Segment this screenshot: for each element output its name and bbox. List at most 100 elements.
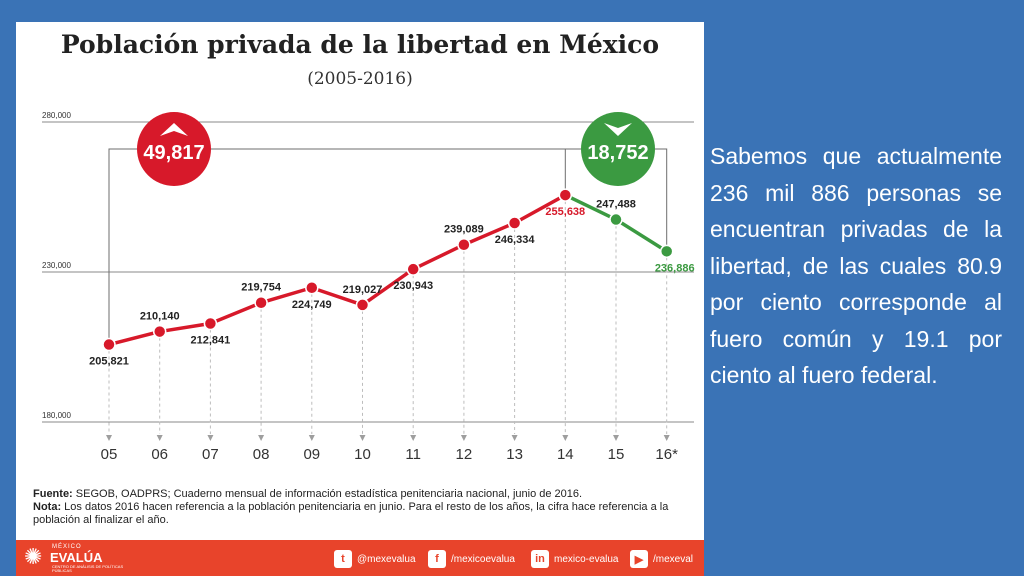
data-point <box>152 324 167 339</box>
tick-marker <box>663 435 670 441</box>
facebook-handle: /mexicoevalua <box>451 553 515 565</box>
tick-marker <box>511 435 518 441</box>
data-point <box>558 188 573 202</box>
x-tick-label: 07 <box>202 446 219 463</box>
note-text: Los datos 2016 hacen referencia a la pob… <box>33 501 669 526</box>
twitter-icon: t <box>334 550 352 568</box>
x-tick-label: 14 <box>557 446 574 463</box>
data-point <box>102 337 116 352</box>
series-segment <box>107 329 162 347</box>
flower-icon: ✺ <box>24 545 43 570</box>
line-chart: 180,000 230,000 280,000 205,821 210,140 212,8… <box>42 111 695 463</box>
x-tick-label: 06 <box>151 446 168 463</box>
series-segment <box>512 193 568 225</box>
y-tick-label: 230,000 <box>42 261 71 270</box>
facebook-icon: f <box>428 550 446 568</box>
logo-name: EVALÚA <box>50 550 103 565</box>
data-point <box>203 316 218 331</box>
facebook-link[interactable]: f /mexicoevalua <box>428 550 515 568</box>
note-line: Nota: Los datos 2016 hacen referencia a … <box>33 501 693 527</box>
data-point <box>355 298 370 312</box>
series-segment <box>208 300 263 326</box>
tick-marker <box>308 435 315 441</box>
tick-marker <box>359 435 366 441</box>
x-tick-label: 05 <box>101 446 118 463</box>
source-text: SEGOB, OADPRS; Cuaderno mensual de infor… <box>72 488 583 500</box>
linkedin-icon: in <box>531 550 549 568</box>
note-label: Nota: <box>33 501 62 513</box>
source-note: Fuente: SEGOB, OADPRS; Cuaderno mensual … <box>33 488 693 527</box>
data-label: 246,334 <box>495 234 536 246</box>
x-tick-label: 15 <box>608 446 625 463</box>
data-label: 239,089 <box>444 224 484 236</box>
data-label: 205,821 <box>89 356 129 368</box>
series-segment <box>157 321 213 334</box>
chart-title: Población privada de la libertad en Méxi… <box>60 30 660 59</box>
data-label: 224,749 <box>292 299 332 311</box>
series-segment <box>411 242 466 271</box>
chart-subtitle: (2005-2016) <box>307 69 413 89</box>
increase-bracket <box>108 148 566 345</box>
data-point <box>609 212 623 227</box>
footer-bar: ✺ MÉXICO EVALÚA CENTRO DE ANÁLISIS DE PO… <box>16 540 704 576</box>
x-tick-label: 11 <box>405 446 421 463</box>
series-segment <box>563 193 618 222</box>
badge-circle <box>137 112 211 186</box>
mexico-evalua-logo: ✺ MÉXICO EVALÚA CENTRO DE ANÁLISIS DE PO… <box>24 544 134 574</box>
data-label: 247,488 <box>596 199 636 211</box>
data-point <box>507 216 522 230</box>
arrow-down-icon <box>604 123 632 136</box>
increase-badge: 49,817 <box>137 112 211 186</box>
series-segment <box>462 221 517 247</box>
badge-value: 18,752 <box>587 142 648 164</box>
slide-body-text: Sabemos que actualmente 236 mil 886 pers… <box>710 143 1002 388</box>
youtube-icon: ▶ <box>630 550 648 568</box>
data-point <box>457 237 471 252</box>
data-label: 255,638 <box>545 206 585 218</box>
data-point <box>406 262 420 276</box>
linkedin-handle: mexico-evalua <box>554 553 619 565</box>
source-line: Fuente: SEGOB, OADPRS; Cuaderno mensual … <box>33 488 693 501</box>
tick-marker <box>562 435 569 441</box>
twitter-link[interactable]: t @mexevalua <box>334 550 416 568</box>
logo-top-text: MÉXICO <box>52 544 82 550</box>
tick-marker <box>410 435 417 441</box>
data-label: 230,943 <box>393 280 433 292</box>
x-tick-label: 10 <box>354 446 371 463</box>
series-segment <box>614 217 669 254</box>
data-label: 236,886 <box>655 262 695 274</box>
tick-marker <box>258 435 265 441</box>
series-segment <box>310 286 365 307</box>
data-label: 212,841 <box>191 334 231 346</box>
youtube-link[interactable]: ▶ /mexeval <box>630 550 693 568</box>
arrow-up-icon <box>160 123 188 136</box>
data-label: 219,754 <box>241 282 282 294</box>
x-tick-label: 09 <box>303 446 320 463</box>
y-tick-label: 180,000 <box>42 411 71 420</box>
data-point <box>254 295 268 310</box>
linkedin-link[interactable]: in mexico-evalua <box>531 550 618 568</box>
badge-circle <box>581 112 655 186</box>
x-tick-label: 12 <box>456 446 473 463</box>
tick-marker <box>460 435 467 441</box>
data-label: 210,140 <box>140 311 180 323</box>
twitter-handle: @mexevalua <box>357 553 416 565</box>
x-tick-label: 16* <box>655 446 678 463</box>
tick-marker <box>207 435 214 441</box>
decrease-badge: 18,752 <box>581 112 655 186</box>
series-segment <box>360 267 415 307</box>
source-label: Fuente: <box>33 488 73 500</box>
tick-marker <box>613 435 619 441</box>
chart-card: Población privada de la libertad en Méxi… <box>16 22 704 576</box>
tick-marker <box>156 435 163 441</box>
data-label: 219,027 <box>343 284 383 296</box>
youtube-handle: /mexeval <box>653 553 694 565</box>
logo-tagline: CENTRO DE ANÁLISIS DE POLÍTICAS PÚBLICAS <box>52 564 124 573</box>
badge-value: 49,817 <box>143 142 204 164</box>
data-point <box>305 281 319 295</box>
x-tick-label: 08 <box>253 446 270 463</box>
tick-marker <box>106 435 112 441</box>
x-tick-label: 13 <box>506 446 523 463</box>
series-segment <box>259 286 314 305</box>
y-tick-label: 280,000 <box>42 111 71 120</box>
